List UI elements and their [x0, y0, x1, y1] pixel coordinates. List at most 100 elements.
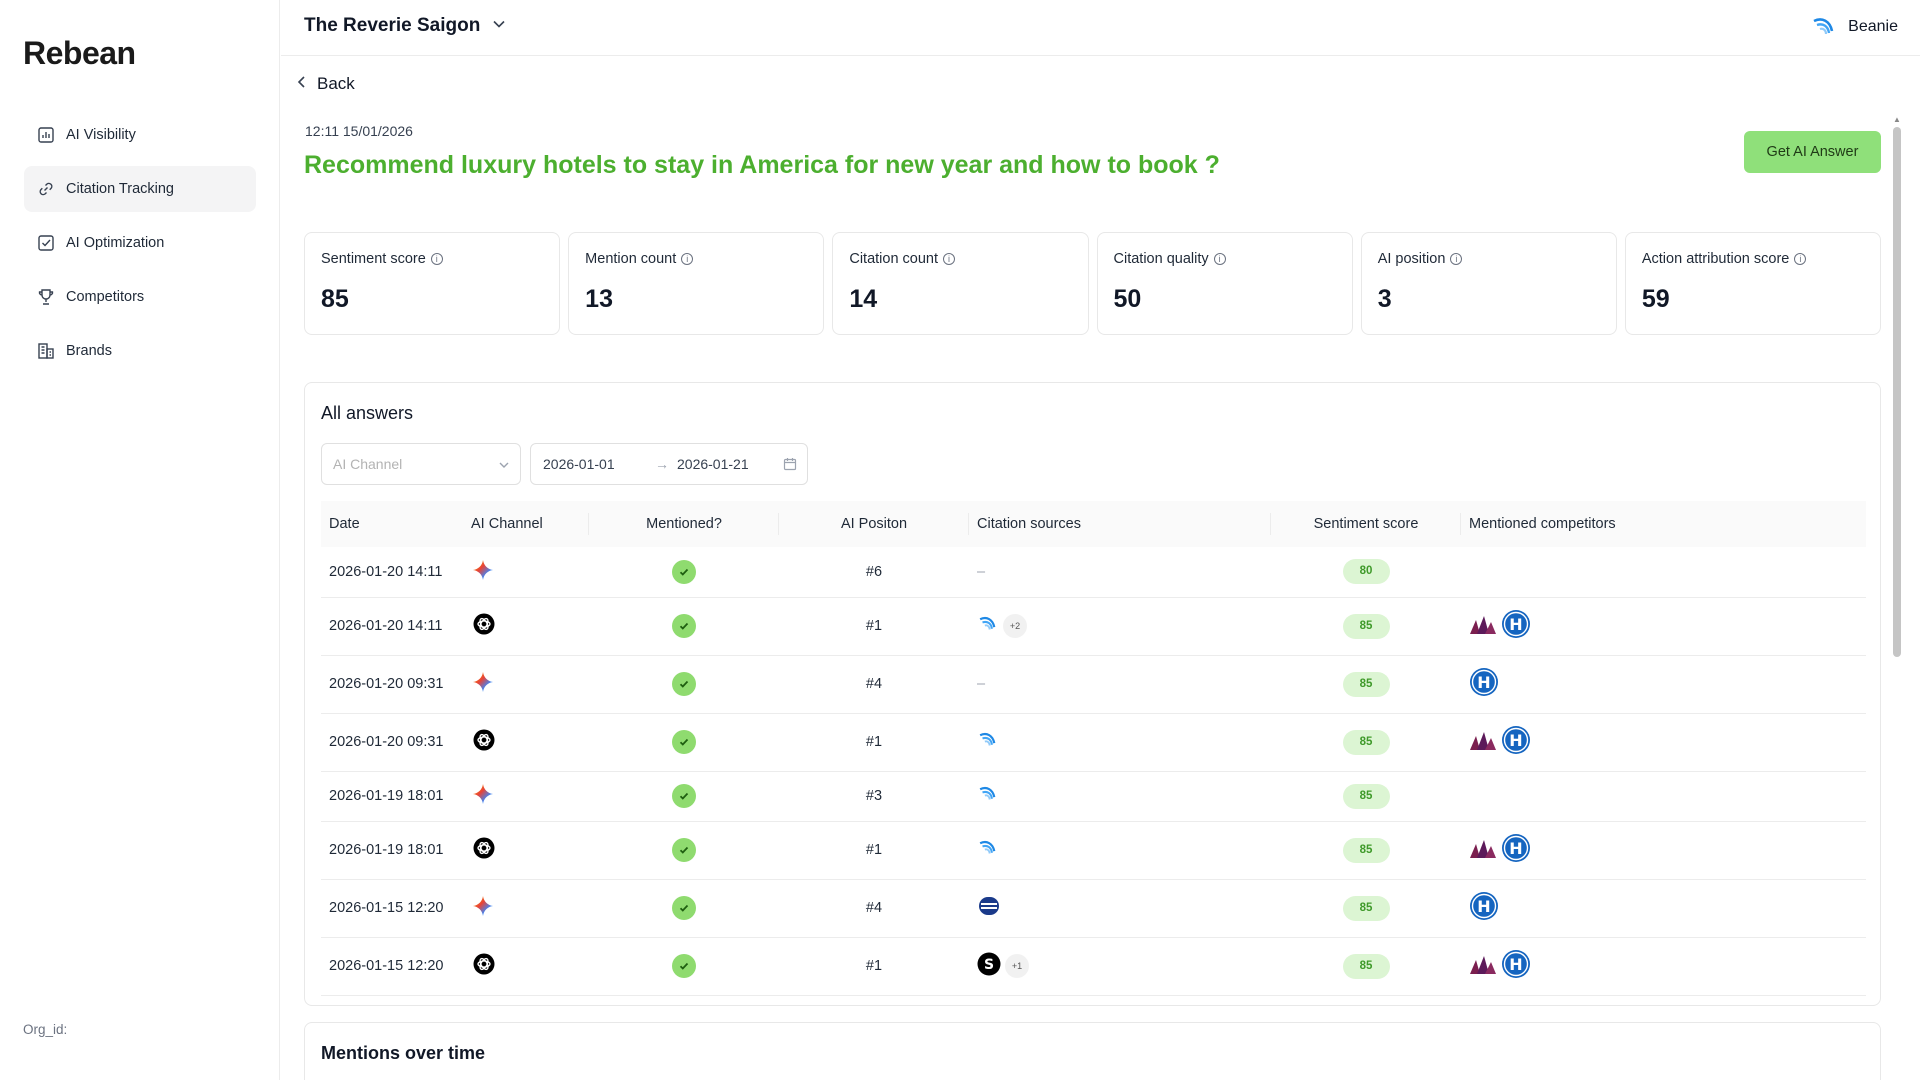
column-header: AI Positon — [779, 501, 969, 547]
table-row[interactable]: 2026-01-15 12:20 #4 85 H — [321, 879, 1866, 938]
info-icon[interactable]: i — [430, 253, 443, 265]
info-icon[interactable]: i — [1794, 253, 1807, 265]
svg-text:H: H — [1509, 615, 1522, 634]
date-from-input[interactable]: 2026-01-01 — [543, 456, 615, 472]
back-label: Back — [317, 74, 355, 93]
mentioned-cell — [589, 597, 779, 656]
scrollbar-thumb[interactable] — [1893, 127, 1901, 657]
sentiment-badge: 85 — [1342, 837, 1390, 863]
marriott-competitor-icon[interactable] — [1469, 836, 1497, 864]
date-cell: 2026-01-20 14:11 — [321, 597, 463, 656]
table-row[interactable]: 2026-01-19 18:01 #1 85 H — [321, 821, 1866, 880]
gemini-icon — [473, 559, 493, 580]
sentiment-cell: 85 — [1271, 771, 1461, 822]
sidebar-item-ai-visibility[interactable]: AI Visibility — [24, 112, 256, 158]
marriott-competitor-icon[interactable] — [1469, 952, 1497, 980]
citation-sources-cell: – — [969, 655, 1271, 714]
section-title: All answers — [321, 403, 414, 423]
channel-cell — [463, 879, 589, 938]
info-icon[interactable]: i — [1213, 253, 1226, 265]
metric-label: Action attribution score — [1641, 251, 1790, 267]
sidebar-item-competitors[interactable]: Competitors — [24, 274, 256, 320]
page-title: Recommend luxury hotels to stay in Ameri… — [304, 151, 1220, 179]
hilton-competitor-icon[interactable]: H — [1501, 725, 1531, 759]
chatgpt-icon — [473, 953, 495, 975]
metric-value: 59 — [1641, 285, 1670, 313]
svg-text:H: H — [1509, 839, 1522, 858]
date-to-input[interactable]: 2026-01-21 — [677, 456, 749, 472]
sidebar-item-brands[interactable]: Brands — [24, 328, 256, 374]
sidebar-item-citation-tracking[interactable]: Citation Tracking — [24, 166, 256, 212]
logo: Rebean — [23, 35, 136, 71]
table-row[interactable]: 2026-01-20 14:11 #6– 80 — [321, 547, 1866, 598]
competitors-cell: H — [1461, 597, 1866, 656]
channel-cell — [463, 547, 589, 598]
hilton-competitor-icon[interactable]: H — [1469, 891, 1499, 925]
position-cell: #1 — [779, 597, 969, 656]
position-cell: #1 — [779, 713, 969, 772]
more-sources-badge[interactable]: +1 — [1005, 954, 1029, 978]
column-header: AI Channel — [463, 501, 589, 547]
svg-text:H: H — [1477, 673, 1490, 692]
table-row[interactable]: 2026-01-20 09:31 #1 85 H — [321, 713, 1866, 772]
marriott-competitor-icon[interactable] — [1469, 728, 1497, 756]
timestamp: 12:11 15/01/2026 — [305, 123, 413, 139]
table-row[interactable]: 2026-01-20 14:11 #1 +2 85 H — [321, 597, 1866, 656]
select-placeholder: AI Channel — [333, 456, 403, 472]
reverie-source-icon[interactable] — [977, 783, 999, 809]
channel-cell — [463, 597, 589, 656]
hilton-competitor-icon[interactable]: H — [1501, 949, 1531, 983]
more-sources-badge[interactable]: +2 — [1003, 614, 1027, 638]
mentioned-cell — [589, 655, 779, 714]
table-row[interactable]: 2026-01-19 18:01 #3 85 — [321, 771, 1866, 822]
booking-source-icon[interactable] — [977, 894, 1001, 922]
mentioned-cell — [589, 547, 779, 598]
back-button[interactable]: Back — [297, 74, 355, 94]
check-icon — [672, 954, 696, 978]
column-header: Sentiment score — [1271, 501, 1461, 547]
metric-value: 14 — [849, 285, 878, 313]
info-icon[interactable]: i — [681, 253, 694, 265]
metric-card-citation-count: Citation count i 14 — [832, 232, 1089, 335]
marriott-competitor-icon[interactable] — [1469, 612, 1497, 640]
reverie-source-icon[interactable] — [977, 837, 999, 863]
table-row[interactable]: 2026-01-20 09:31 #4– 85 H — [321, 655, 1866, 714]
sentiment-badge: 85 — [1342, 671, 1390, 697]
channel-cell — [463, 771, 589, 822]
sidebar-item-ai-optimization[interactable]: AI Optimization — [24, 220, 256, 266]
citation-sources-cell: +2 — [969, 597, 1271, 656]
gemini-icon — [473, 784, 493, 804]
sentiment-cell: 85 — [1271, 937, 1461, 996]
table-row[interactable]: 2026-01-15 12:20 #1 S +1 85 H — [321, 937, 1866, 996]
metric-card-citation-quality: Citation quality i 50 — [1096, 232, 1353, 335]
brand-selector[interactable]: The Reverie Saigon — [304, 15, 506, 37]
s-logo-source-icon[interactable]: S — [977, 952, 1001, 980]
check-icon — [672, 896, 696, 920]
reverie-source-icon[interactable] — [977, 729, 999, 755]
sidebar-item-label: AI Visibility — [66, 127, 136, 143]
get-ai-answer-button[interactable]: Get AI Answer — [1744, 131, 1881, 173]
hilton-competitor-icon[interactable]: H — [1501, 609, 1531, 643]
sentiment-badge: 85 — [1342, 953, 1390, 979]
reverie-source-icon[interactable] — [977, 613, 999, 639]
sentiment-cell: 85 — [1271, 597, 1461, 656]
channel-cell — [463, 821, 589, 880]
info-icon[interactable]: i — [1450, 253, 1463, 265]
svg-text:H: H — [1477, 897, 1490, 916]
date-range-picker[interactable]: 2026-01-01 → 2026-01-21 — [530, 443, 808, 485]
check-icon — [672, 784, 696, 808]
column-header: Citation sources — [969, 501, 1271, 547]
hilton-competitor-icon[interactable]: H — [1501, 833, 1531, 867]
chevron-left-icon — [297, 74, 307, 94]
channel-cell — [463, 655, 589, 714]
ai-channel-select[interactable]: AI Channel — [321, 443, 521, 485]
brand-wave-icon — [1810, 13, 1838, 41]
info-icon[interactable]: i — [943, 253, 956, 265]
scroll-up-arrow[interactable]: ▲ — [1893, 115, 1901, 124]
svg-text:S: S — [984, 957, 994, 973]
hilton-competitor-icon[interactable]: H — [1469, 667, 1499, 701]
date-cell: 2026-01-19 18:01 — [321, 771, 463, 822]
column-header: Date — [321, 501, 463, 547]
user-menu[interactable]: Beanie — [1810, 13, 1898, 41]
competitors-cell: H — [1461, 937, 1866, 996]
